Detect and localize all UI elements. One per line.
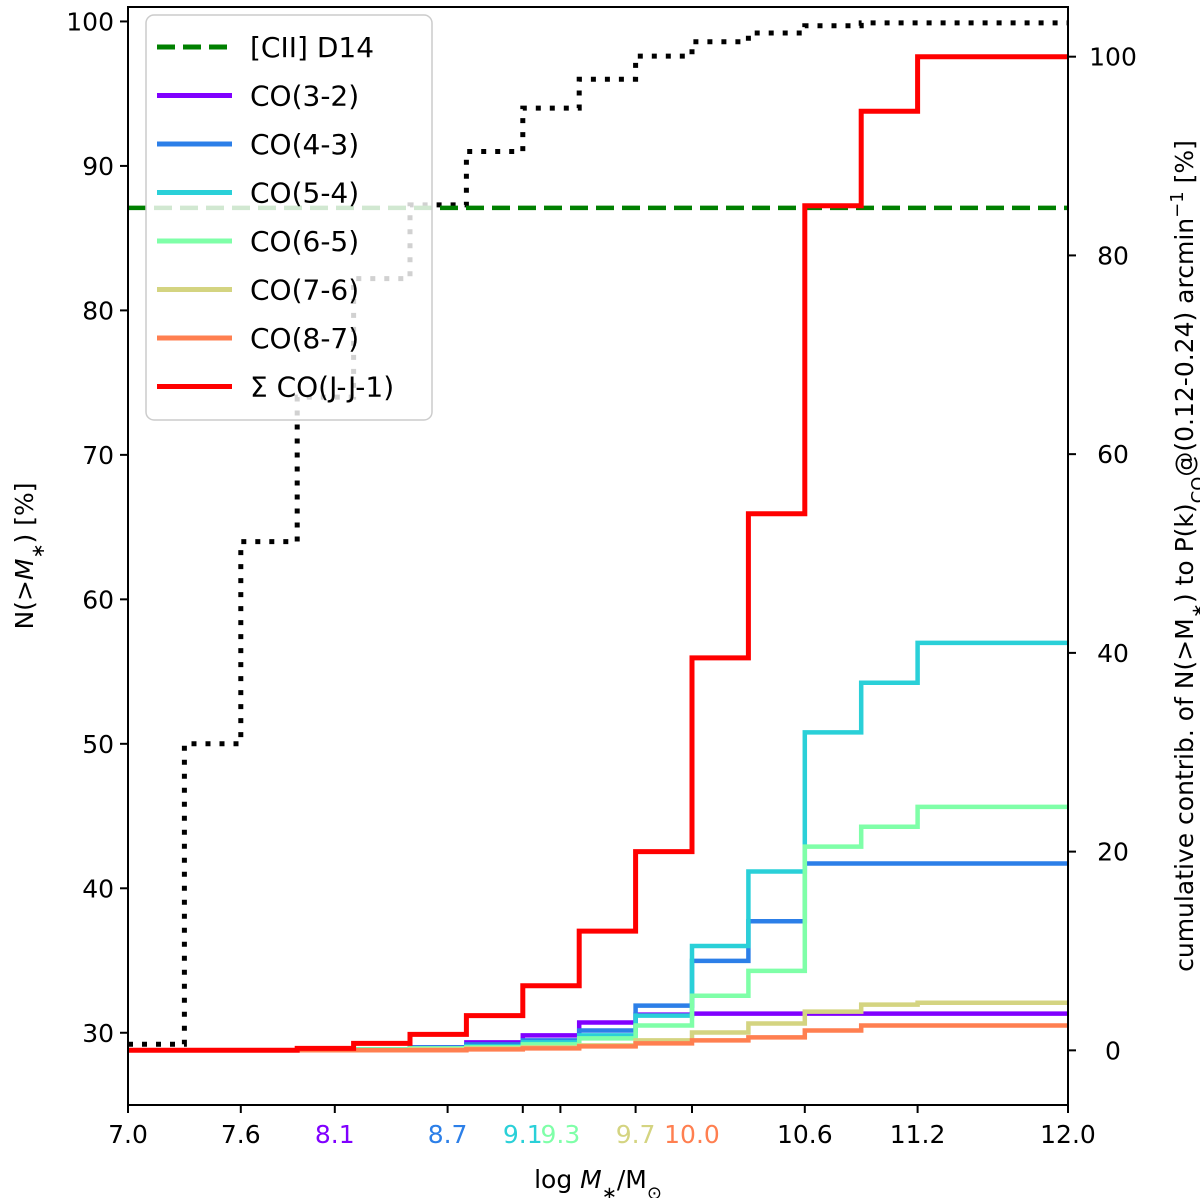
x-axis: 7.0 7.6 8.1 8.7 9.19.3 9.7 10.0 10.6 11.2 12.0	[108, 1105, 1096, 1149]
legend: [CII] D14 CO(3-2) CO(4-3) CO(5-4) CO(6-5) CO(…	[145, 14, 433, 421]
legend-label: CO(4-3)	[250, 128, 359, 161]
series-line-3	[128, 640, 1068, 1053]
y-right-tick-label: 80	[1097, 241, 1129, 270]
x-tick-label: 12.0	[1040, 1120, 1096, 1149]
x-tick-label: 10.6	[777, 1120, 833, 1149]
plot-frame	[127, 6, 1069, 1106]
y-axis-label-left: N(>M∗) [%]	[10, 482, 49, 629]
legend-label: Σ CO(J-J-1)	[250, 371, 394, 404]
legend-box	[145, 14, 433, 421]
number-counts-curve	[128, 20, 1068, 1047]
y-right-tick-label: 60	[1097, 440, 1129, 469]
y-right-tick-label: 0	[1105, 1036, 1121, 1065]
y-left-tick-label: 70	[82, 441, 114, 470]
y-axis-label-right: cumulative contrib. of N(>M∗) to P(k)CO@…	[1167, 140, 1200, 972]
y-axis-left: 30 40 50 60 70 80 90 100	[66, 7, 128, 1048]
x-tick-label: 8.7	[428, 1120, 468, 1149]
y-left-tick-label: 90	[82, 152, 114, 181]
x-tick-label: 9.1	[503, 1120, 543, 1149]
y-right-tick-label: 20	[1097, 838, 1129, 867]
legend-label: [CII] D14	[250, 31, 374, 64]
y-left-tick-label: 30	[82, 1019, 114, 1048]
y-left-tick-label: 80	[82, 296, 114, 325]
x-tick-label: 9.3	[541, 1120, 581, 1149]
x-tick-label: 10.0	[664, 1120, 720, 1149]
x-tick-label: 8.1	[315, 1120, 355, 1149]
x-tick-label: 9.7	[616, 1120, 656, 1149]
x-tick-label: 7.6	[221, 1120, 261, 1149]
y-right-tick-label: 40	[1097, 639, 1129, 668]
x-tick-label: 7.0	[108, 1120, 148, 1149]
legend-label: CO(8-7)	[250, 322, 359, 355]
y-left-tick-label: 50	[82, 730, 114, 759]
y-left-tick-label: 40	[82, 874, 114, 903]
legend-label: CO(6-5)	[250, 225, 359, 258]
legend-label: CO(7-6)	[250, 274, 359, 307]
legend-label: CO(5-4)	[250, 177, 359, 210]
x-axis-label: log M∗/M⊙	[534, 1165, 662, 1198]
legend-label: CO(3-2)	[250, 80, 359, 113]
y-axis-right: 0 20 40 60 80 100	[1068, 43, 1137, 1065]
series-line-7	[128, 54, 1068, 1053]
y-left-tick-label: 60	[82, 585, 114, 614]
plot-area	[128, 20, 1068, 1053]
x-tick-label: 11.2	[890, 1120, 946, 1149]
y-left-tick-label: 100	[66, 7, 114, 36]
y-right-tick-label: 100	[1089, 43, 1137, 72]
